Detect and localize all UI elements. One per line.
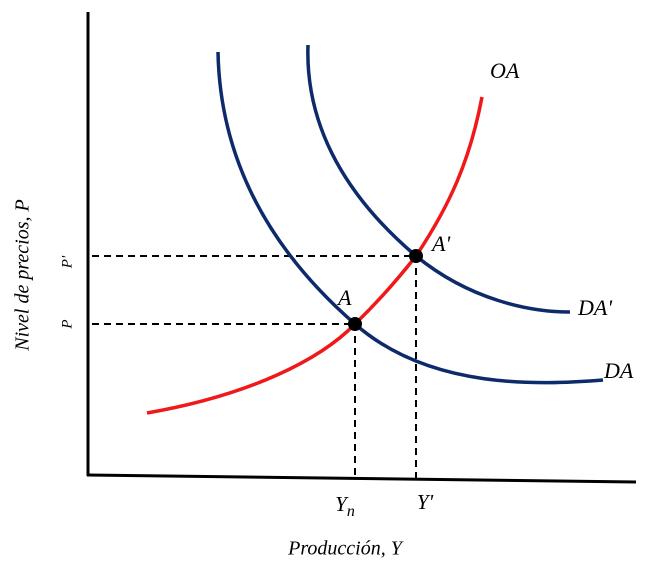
- curve-label: DA: [603, 358, 634, 383]
- price-tick: P': [59, 255, 75, 269]
- curve-label: OA: [490, 58, 520, 83]
- point-label: A: [336, 285, 352, 310]
- curve-label: DA': [577, 295, 612, 320]
- output-tick: Yn: [335, 492, 355, 520]
- x-axis: [86, 473, 637, 484]
- x-axis-label: Producción, Y: [287, 538, 404, 560]
- equilibrium-point: [348, 317, 362, 331]
- price-tick: P: [59, 319, 75, 329]
- point-label: A': [430, 231, 450, 256]
- oa-curve: [146, 96, 484, 415]
- output-tick: Y': [417, 490, 434, 514]
- output-tick-base: Y: [335, 492, 349, 516]
- da-curve: [216, 51, 604, 385]
- equilibrium-point: [409, 249, 423, 263]
- y-axis-label: Nivel de precios, P: [12, 199, 34, 351]
- output-tick-sub: n: [347, 503, 355, 520]
- da-prime-curve: [306, 44, 571, 314]
